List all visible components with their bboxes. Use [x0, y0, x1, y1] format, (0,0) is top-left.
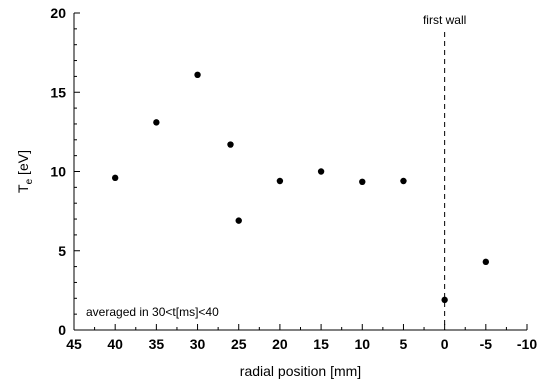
plot-area	[73, 13, 527, 331]
x-tick-label: 20	[272, 336, 288, 352]
y-axis-label: Te [eV]	[15, 150, 35, 193]
data-point	[400, 177, 407, 185]
x-tick-label: 25	[231, 336, 247, 352]
y-axis-label-main: T	[15, 184, 31, 193]
x-tick-label: 15	[313, 336, 329, 352]
x-tick-label: -5	[480, 336, 493, 352]
averaging-annotation: averaged in 30<t[ms]<40	[86, 305, 219, 319]
x-tick-label: 35	[149, 336, 165, 352]
y-axis-label-subscript: e	[24, 178, 35, 184]
x-tick-label: 0	[441, 336, 449, 352]
y-tick-label: 20	[50, 5, 66, 21]
data-point	[482, 258, 490, 266]
data-point	[441, 296, 448, 304]
first-wall-line-group: first wall	[423, 13, 466, 330]
x-tick-label: 10	[354, 336, 370, 352]
x-tick-label: 5	[400, 336, 408, 352]
data-point	[317, 168, 325, 175]
y-axis-ticks: 0 5 10 15 20	[50, 5, 80, 338]
data-point	[276, 177, 284, 185]
x-axis-ticks: 45 40 35 30 25 20 15 10 5 0 -5 -10	[66, 324, 537, 352]
x-tick-label: -10	[517, 336, 537, 352]
x-tick-label: 40	[107, 336, 123, 352]
data-points	[111, 71, 490, 304]
y-tick-label: 15	[50, 84, 66, 100]
x-tick-label: 45	[66, 336, 82, 352]
data-point	[194, 71, 201, 79]
x-tick-label: 30	[190, 336, 206, 352]
data-point	[359, 178, 366, 186]
first-wall-label: first wall	[423, 13, 466, 27]
data-point	[235, 217, 242, 224]
y-tick-label: 5	[58, 243, 66, 259]
y-axis-label-unit: [eV]	[15, 150, 31, 179]
y-tick-label: 0	[58, 322, 66, 338]
data-point	[227, 141, 234, 148]
data-point	[153, 119, 160, 126]
y-tick-label: 10	[50, 164, 66, 180]
x-axis-label: radial position [mm]	[240, 363, 361, 379]
data-point	[111, 174, 119, 182]
